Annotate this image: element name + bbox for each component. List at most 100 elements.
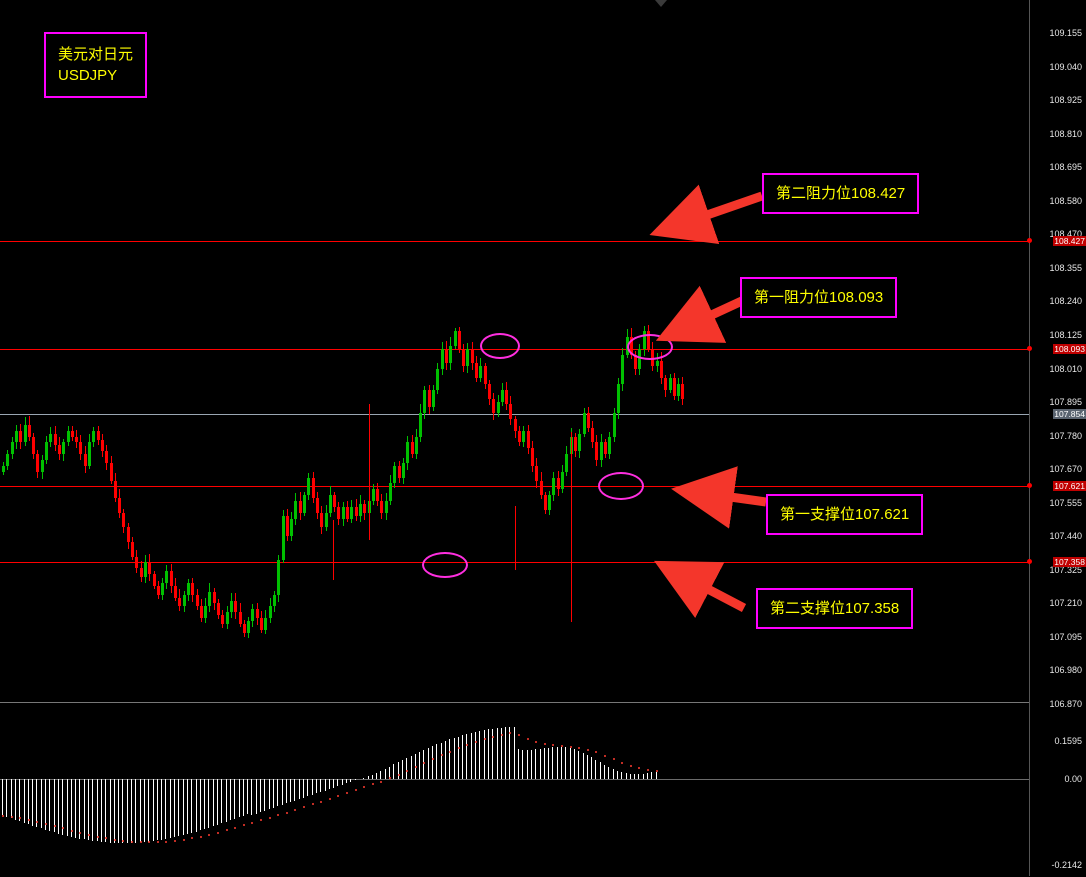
macd-histogram-bar — [582, 752, 584, 779]
candle-body — [440, 348, 444, 370]
macd-histogram-bar — [36, 779, 38, 828]
macd-signal-point — [105, 837, 108, 840]
macd-histogram-bar — [277, 779, 279, 807]
macd-histogram-bar — [88, 779, 89, 841]
macd-histogram-bar — [487, 729, 489, 779]
macd-signal-point — [638, 767, 641, 770]
candle-body — [199, 606, 203, 619]
candle-body — [337, 506, 341, 519]
candle-body — [118, 498, 122, 513]
candle-body — [479, 366, 483, 379]
candle-body — [595, 442, 599, 461]
candle-body — [208, 591, 212, 607]
candle-body — [290, 518, 294, 537]
macd-histogram-bar — [161, 779, 163, 840]
macd-histogram-bar — [341, 779, 343, 785]
macd-histogram-bar — [186, 779, 188, 835]
macd-histogram-bar — [483, 729, 485, 779]
candle-wick — [571, 432, 572, 622]
macd-signal-point — [225, 829, 228, 832]
candle-body — [638, 348, 642, 370]
macd-signal-point — [354, 789, 357, 792]
macd-signal-point — [311, 803, 314, 806]
macd-signal-point — [569, 745, 572, 748]
macd-signal-point — [234, 826, 237, 829]
macd-histogram-bar — [92, 779, 94, 841]
candle-body — [483, 366, 487, 384]
candle-body — [492, 398, 496, 414]
candle-body — [186, 582, 190, 595]
macd-histogram-bar — [247, 779, 249, 815]
macd-signal-point — [320, 800, 323, 803]
macd-signal-point — [10, 815, 13, 818]
macd-signal-point — [561, 744, 563, 747]
candle-body — [161, 582, 165, 595]
macd-signal-point — [182, 838, 185, 841]
candle-body — [204, 606, 208, 619]
macd-histogram-bar — [324, 779, 326, 791]
macd-signal-point — [19, 816, 22, 819]
macd-signal-point — [457, 747, 460, 750]
macd-histogram-bar — [634, 774, 636, 779]
level-line-current-price — [0, 414, 1030, 415]
macd-histogram-bar — [70, 779, 72, 837]
macd-histogram-bar — [135, 779, 137, 843]
macd-histogram-bar — [591, 757, 593, 779]
macd-histogram-bar — [466, 733, 468, 779]
price-plot — [0, 241, 1030, 638]
candle-wick — [333, 520, 334, 580]
macd-signal-point — [174, 839, 176, 842]
price-axis-tick: 108.925 — [1049, 95, 1082, 106]
macd-signal-point — [449, 750, 452, 753]
candle-body — [217, 603, 220, 616]
macd-signal-point — [113, 838, 116, 841]
macd-signal-point — [406, 769, 409, 772]
candle-body — [599, 442, 603, 461]
candle-body — [444, 348, 448, 364]
candle-body — [548, 495, 552, 510]
macd-histogram-bar — [496, 728, 498, 779]
macd-histogram-bar — [621, 772, 623, 779]
macd-histogram-bar — [647, 773, 648, 779]
macd-histogram-bar — [444, 741, 446, 779]
price-axis[interactable]: 109.155 109.040 108.925 108.810 108.695 108.5… — [1027, 0, 1086, 876]
candle-body — [36, 454, 40, 472]
candle-body — [277, 559, 281, 595]
candle-body — [449, 345, 453, 364]
macd-histogram-bar — [599, 762, 601, 779]
candle-body — [70, 430, 74, 437]
candle-body — [350, 506, 354, 519]
macd-histogram-bar — [53, 779, 55, 833]
macd-signal-point — [414, 765, 417, 768]
macd-histogram-bar — [255, 779, 257, 814]
macd-histogram-bar — [105, 779, 107, 843]
candle-body — [242, 623, 246, 633]
candle-body — [621, 354, 625, 384]
macd-histogram-bar — [535, 749, 537, 779]
macd-histogram-bar — [272, 779, 274, 808]
macd-histogram-bar — [333, 779, 335, 788]
macd-histogram-bar — [79, 779, 81, 839]
candle-body — [238, 612, 242, 624]
candle-body — [221, 615, 225, 624]
candle-body — [505, 389, 509, 405]
macd-histogram-bar — [169, 779, 171, 839]
macd-signal-point — [612, 758, 615, 761]
macd-histogram-bar — [281, 779, 283, 805]
candle-body — [608, 436, 612, 455]
candle-body — [75, 436, 79, 443]
callout-second-support: 第二支撑位107.358 — [756, 588, 914, 629]
candle-body — [393, 465, 397, 484]
macd-histogram-bar — [195, 779, 197, 832]
macd-histogram-bar — [131, 779, 132, 843]
macd-histogram-bar — [156, 779, 158, 841]
macd-signal-point — [260, 819, 262, 822]
candle-body — [57, 445, 61, 455]
macd-histogram-bar — [453, 737, 455, 779]
candle-body — [328, 495, 332, 513]
macd-signal-point — [328, 797, 331, 800]
macd-signal-point — [251, 821, 254, 824]
macd-histogram-bar — [569, 748, 571, 779]
macd-histogram-bar — [432, 746, 433, 779]
macd-signal-point — [578, 746, 581, 749]
